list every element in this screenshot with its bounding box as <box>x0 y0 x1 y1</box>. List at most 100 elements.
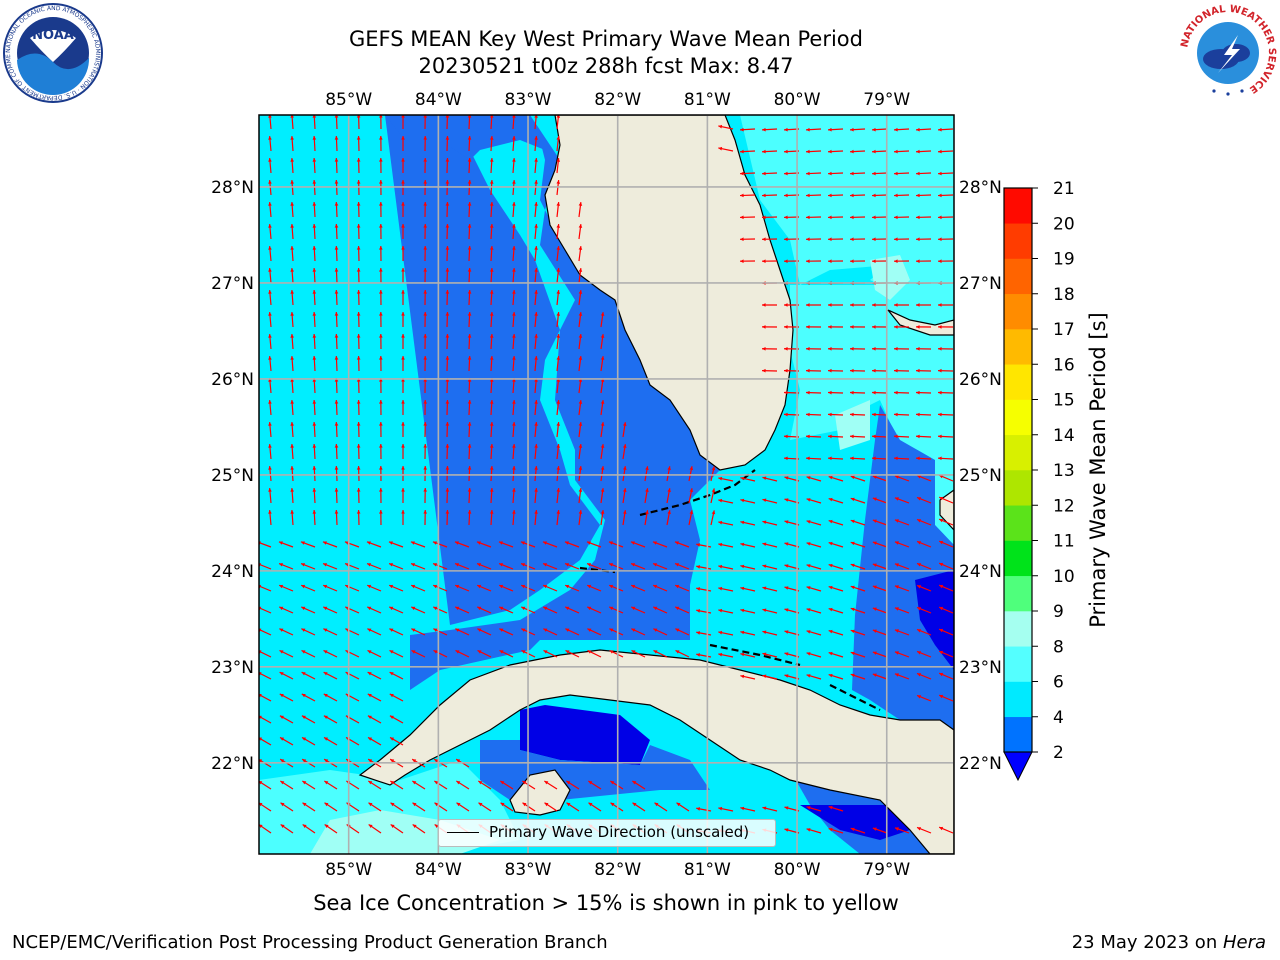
wave-arrow-head <box>784 652 789 656</box>
wave-arrow-head <box>301 584 306 589</box>
wave-arrow-head <box>806 390 810 395</box>
wave-arrow-head <box>674 541 679 545</box>
wave-arrow-head <box>711 466 716 471</box>
wave-arrow-head <box>499 584 504 589</box>
wave-arrow-head <box>268 158 272 162</box>
wave-arrow-head <box>467 356 472 360</box>
wave-arrow-head <box>566 802 571 807</box>
wave-arrow-head <box>401 224 405 228</box>
wave-arrow-head <box>324 780 329 785</box>
wave-arrow-head <box>762 346 766 351</box>
wave-arrow-head <box>467 444 472 448</box>
wave-arrow-head <box>290 180 294 184</box>
wave-arrow-head <box>632 802 637 807</box>
wave-arrow-head <box>512 422 516 426</box>
wave-arrow-head <box>445 136 450 140</box>
wave-arrow-head <box>828 607 833 612</box>
wave-arrow-head <box>556 224 561 228</box>
wave-arrow-head <box>578 488 583 492</box>
wave-arrow-head <box>445 444 450 448</box>
wave-arrow-head <box>544 780 549 785</box>
colorbar-bin <box>1004 681 1032 718</box>
wave-arrow-head <box>762 303 766 307</box>
wave-arrow-head <box>872 475 877 479</box>
wave-arrow-head <box>872 434 876 439</box>
wave-arrow-head <box>445 400 450 404</box>
wave-arrow-head <box>401 356 405 360</box>
wave-arrow-head <box>290 202 294 206</box>
wave-arrow-head <box>379 115 383 118</box>
wave-arrow-head <box>543 628 548 632</box>
wave-arrow-head <box>828 390 832 395</box>
wave-arrow-head <box>917 585 922 589</box>
wave-arrow-head <box>894 215 898 220</box>
wave-arrow-head <box>828 237 832 242</box>
wave-arrow-head <box>916 193 920 198</box>
lon-label-top: 84°W <box>415 90 462 110</box>
wave-arrow-head <box>489 268 494 272</box>
wave-arrow-head <box>367 650 372 654</box>
wave-arrow-head <box>609 563 614 567</box>
wave-arrow-head <box>762 652 767 657</box>
wave-arrow-head <box>696 653 701 657</box>
colorbar-tick-label: 6 <box>1053 673 1064 693</box>
wave-arrow-head <box>740 608 745 613</box>
wave-arrow-head <box>806 215 810 220</box>
lat-label-right: 25°N <box>959 466 1002 486</box>
wave-arrow-head <box>762 171 766 176</box>
wave-arrow-head <box>477 650 482 654</box>
wave-arrow-head <box>401 378 405 382</box>
wave-arrow-head <box>290 290 294 294</box>
wave-arrow-head <box>872 607 877 611</box>
wave-arrow-head <box>578 466 583 470</box>
wave-arrow-head <box>784 368 788 373</box>
wave-arrow-head <box>478 802 483 807</box>
wave-arrow-head <box>938 193 942 198</box>
wave-arrow-head <box>401 312 405 316</box>
wave-arrow-head <box>356 268 361 272</box>
footer-host: Hera <box>1222 932 1266 953</box>
wave-arrow-head <box>938 303 942 307</box>
wave-arrow-head <box>279 650 284 654</box>
wave-arrow-head <box>434 780 439 785</box>
wave-arrow-head <box>850 215 854 220</box>
wave-arrow-head <box>740 171 744 176</box>
wave-arrow-head <box>367 715 372 720</box>
wave-arrow-head <box>489 290 494 294</box>
wave-arrow-head <box>740 237 744 242</box>
wave-arrow-head <box>718 124 723 129</box>
wave-arrow-head <box>455 584 460 589</box>
wave-arrow-head <box>456 802 461 807</box>
wave-arrow-head <box>521 563 526 567</box>
wave-arrow-head <box>432 541 437 545</box>
wave-arrow-head <box>667 466 671 471</box>
wave-arrow-head <box>467 290 472 294</box>
wave-arrow-head <box>534 312 538 316</box>
wave-arrow-head <box>389 584 394 589</box>
wave-arrow-head <box>401 268 405 272</box>
colorbar-bin <box>1004 505 1032 541</box>
wave-arrow-head <box>512 466 516 470</box>
wave-arrow-head <box>445 246 450 250</box>
wave-arrow-head <box>653 650 658 654</box>
colorbar-tick-label: 13 <box>1053 461 1075 481</box>
wave-arrow-head <box>939 650 944 655</box>
wave-arrow-head <box>467 224 472 228</box>
wave-arrow-head <box>534 400 538 404</box>
wave-arrow-head <box>872 390 876 395</box>
lat-label-right: 23°N <box>959 658 1002 678</box>
lon-label-top: 83°W <box>505 90 552 110</box>
wave-arrow-head <box>916 303 920 307</box>
wave-arrow-head <box>268 224 272 228</box>
wave-arrow-head <box>489 466 494 470</box>
wave-arrow-head <box>556 202 561 206</box>
wave-arrow-head <box>828 127 832 132</box>
colorbar-bin <box>1004 646 1032 682</box>
wave-arrow-head <box>578 224 583 228</box>
wave-arrow-head <box>622 422 627 426</box>
wave-arrow-head <box>512 400 516 404</box>
wave-arrow-head <box>653 628 658 632</box>
wave-arrow-head <box>534 356 538 360</box>
wave-arrow-head <box>268 444 272 448</box>
wave-arrow-head <box>916 390 920 395</box>
